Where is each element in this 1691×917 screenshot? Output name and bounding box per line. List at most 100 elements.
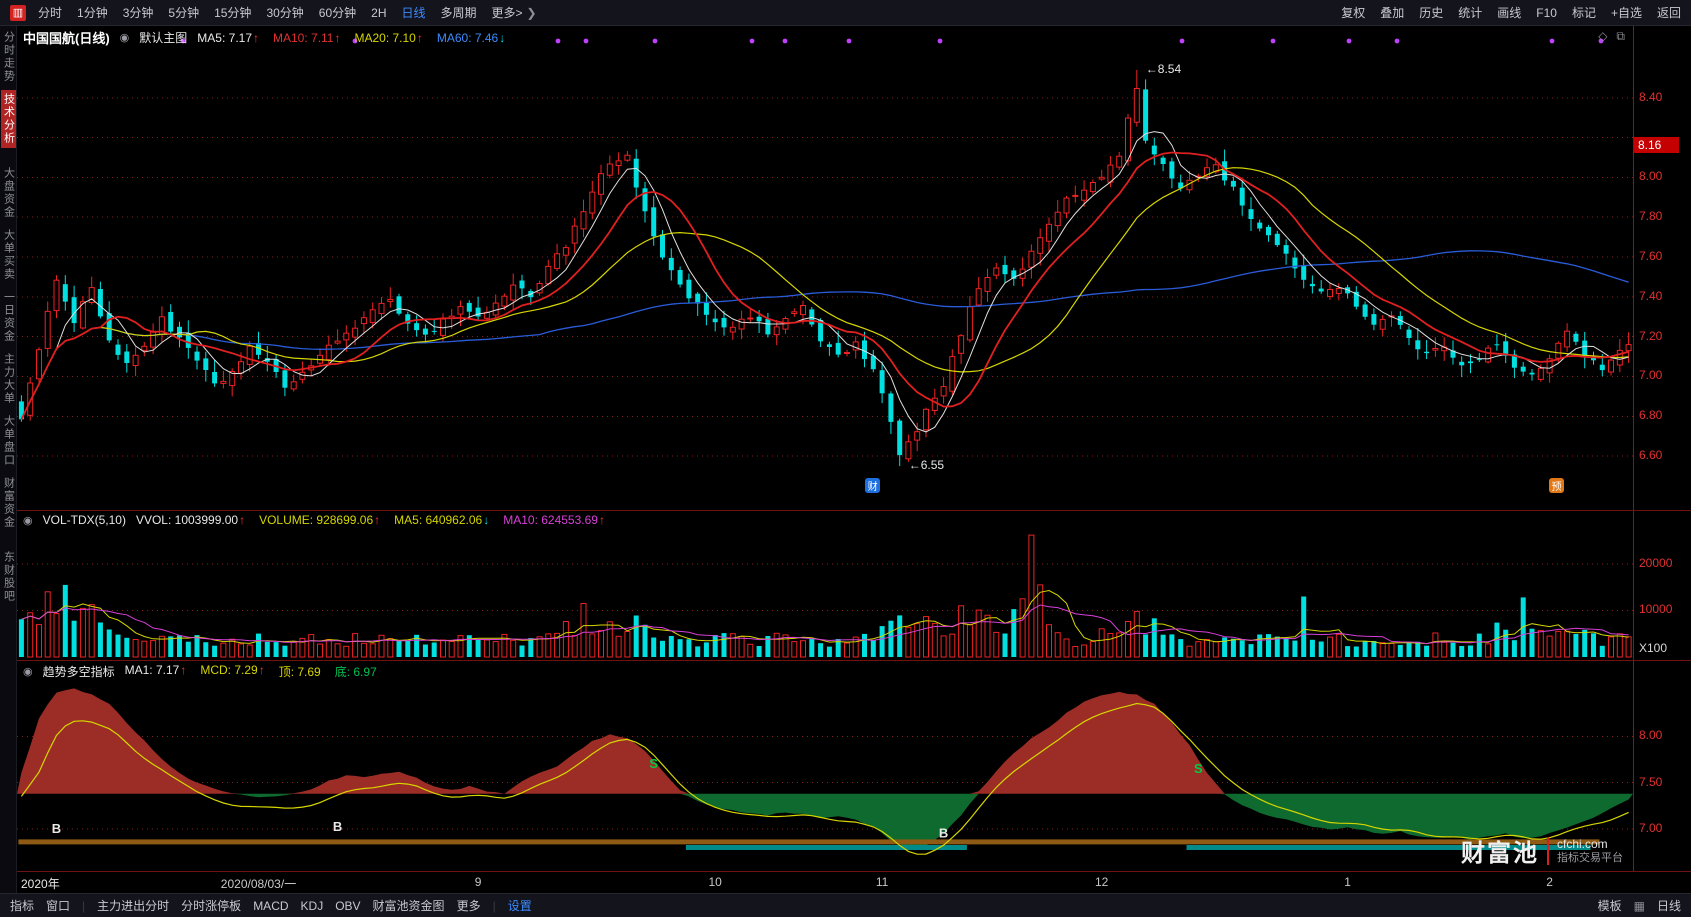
toolbar-action[interactable]: 历史 [1419,6,1444,20]
trend-arrow-icon: ↑ [253,30,259,45]
period-tab[interactable]: 30分钟 [266,6,304,20]
month-label: 12 [1095,875,1109,889]
toolbar-action[interactable]: 复权 [1341,6,1366,20]
volume-grid [17,563,1633,611]
vvol-label: VVOL: 1003999.00↑ [135,513,246,527]
axis-tick-label: 7.00 [1639,368,1663,382]
main-title-row: 中国国航(日线) ◉ 默认主图 MA5: 7.17↑ MA10: 7.11↑ MA2… [23,28,505,47]
axis-tick-label: 8.00 [1639,728,1663,742]
axis-tick-label: 7.00 [1639,821,1663,835]
sidebar-item[interactable]: 主力大单 [2,353,15,405]
toolbar-action[interactable]: 统计 [1458,6,1483,20]
diamond-icon[interactable]: ◇ [1598,29,1608,43]
period-tab[interactable]: 15分钟 [214,6,252,20]
bottombar-item[interactable]: OBV [335,898,361,913]
signal-line [20,702,1629,855]
period-tab[interactable]: 1分钟 [77,6,108,20]
top-label: 顶: 7.69 [278,665,321,679]
toolbar-action[interactable]: 标记 [1571,6,1596,20]
bear-area [17,793,1633,850]
ma1-label: MA1: 7.17↑ [124,663,187,677]
start-date-label: 2020/08/03/一 [220,877,297,891]
bottombar-item[interactable]: 主力进出分时 [97,899,170,913]
svg-text:S: S [1194,761,1203,776]
yu-badge[interactable]: 预 [1549,478,1564,493]
toolbar-actions: 复权 叠加 历史 统计 画线 F10 标记 +自选 返回 [1341,4,1681,21]
period-tab[interactable]: 2H [371,5,387,20]
chevron-right-icon[interactable]: ❯ [526,5,537,20]
bottombar-item[interactable]: 指标 [10,899,35,913]
sidebar-item[interactable]: 一日资金 [2,291,15,343]
ma-values: MA5: 7.17↑ MA10: 7.11↑ MA20: 7.10↑ MA60: 7.… [197,31,505,45]
template-button[interactable]: 模板 [1597,899,1622,913]
trend-arrow-icon: ↑ [258,663,265,677]
bottombar-item[interactable]: KDJ [300,898,324,913]
bottombar-item[interactable]: MACD [253,898,289,913]
toolbar-action[interactable]: +自选 [1610,6,1642,20]
indicator-pane: B B S B S ◉ 趋势多空指标 MA1: 7.17↑ MCD: 7.29↑ 顶: 7.… [17,660,1691,871]
watermark: 财富池 cfchi.com 指标交易平台 [1461,833,1623,868]
axis-tick-label: 7.80 [1639,209,1663,223]
ma10-label: MA10: 7.11↑ [273,30,341,45]
candlestick-chart[interactable]: 中国国航(日线) ◉ 默认主图 MA5: 7.17↑ MA10: 7.11↑ MA2… [17,26,1633,510]
toolbar-action[interactable]: 画线 [1497,6,1522,20]
sidebar-item[interactable]: 分时走势 [2,31,15,83]
sidebar-item[interactable]: 东财股吧 [2,551,15,603]
indicator-axis: 8.00 7.50 7.00 [1633,661,1691,871]
toolbar-action[interactable]: 叠加 [1380,6,1405,20]
period-tab[interactable]: 5分钟 [168,6,200,20]
year-label: 2020年 [21,877,60,891]
volume-chart[interactable]: ◉ VOL-TDX(5,10) VVOL: 1003999.00↑ VOLUME:… [17,511,1633,660]
popout-icon[interactable]: ⧉ [1616,29,1625,43]
sidebar-item[interactable]: 大盘资金 [2,167,15,219]
overlay-name: 默认主图 [139,31,188,45]
bottombar-item[interactable]: 更多 [456,899,481,913]
trend-arrow-icon: ↓ [499,30,506,45]
bottombar-items: 指标 窗口 | 主力进出分时 分时涨停板 MACD KDJ OBV 财富池资金图 更多 | 设置 [10,897,532,914]
teal-band [685,845,967,850]
sidebar-item[interactable]: 大单盘口 [2,415,15,467]
price-marker: 8.16 [1634,137,1679,153]
app-logo-icon[interactable]: ▥ [10,4,26,21]
period-tab[interactable]: 3分钟 [122,6,154,20]
volume-label: VOLUME: 928699.06↑ [259,513,381,527]
period-indicator: 日线 [1656,899,1681,913]
bottombar-item[interactable]: 财富池资金图 [372,899,445,913]
bottombar-item[interactable]: 分时涨停板 [181,899,242,913]
period-tab[interactable]: 多周期 [440,6,477,20]
toolbar-action[interactable]: F10 [1536,5,1557,20]
bottombar-item[interactable]: 设置 [507,899,532,913]
period-tab[interactable]: 60分钟 [318,6,357,20]
period-tab[interactable]: 日线 [401,6,426,20]
volume-axis: X100 20000 10000 [1633,511,1691,660]
pane-menu-icon[interactable]: ◉ [23,514,33,527]
cai-badge[interactable]: 财 [865,478,881,493]
watermark-tagline: 指标交易平台 [1557,851,1623,864]
svg-text:B: B [939,826,948,841]
period-tab[interactable]: 更多> [491,6,523,20]
separator: | [492,898,496,913]
sidebar-item[interactable]: 技术分析 [0,90,16,148]
pane-menu-icon[interactable]: ◉ [23,666,33,678]
svg-text:S: S [649,756,658,771]
indicator-chart[interactable]: B B S B S ◉ 趋势多空指标 MA1: 7.17↑ MCD: 7.29↑ 顶: 7.… [17,661,1633,871]
high-annotation: ←8.54 [1145,62,1182,76]
period-tab[interactable]: 分时 [38,6,63,20]
volume-unit-label: X100 [1639,641,1668,655]
trend-arrow-icon: ↑ [239,513,246,527]
sidebar-item[interactable]: 大单买卖 [2,229,15,281]
vol-ma5-label: MA5: 640962.06↓ [394,513,490,527]
bottombar-item[interactable]: 窗口 [46,899,71,913]
month-label: 9 [474,875,482,889]
toolbar-action[interactable]: 返回 [1656,6,1681,20]
teal-band [1186,845,1591,850]
watermark-info: cfchi.com 指标交易平台 [1547,836,1623,865]
layout-grid-icon[interactable]: ▦ [1633,898,1645,913]
pane-corner-icons: ◇ ⧉ [1598,29,1625,44]
buy-sell-signals: B B S B S [52,756,1203,840]
watermark-brand: 财富池 [1461,840,1539,867]
sidebar-item[interactable]: 财富资金 [2,477,15,529]
pane-menu-icon[interactable]: ◉ [119,32,130,44]
bottombar-right: 模板 ▦ 日线 [1598,897,1681,914]
